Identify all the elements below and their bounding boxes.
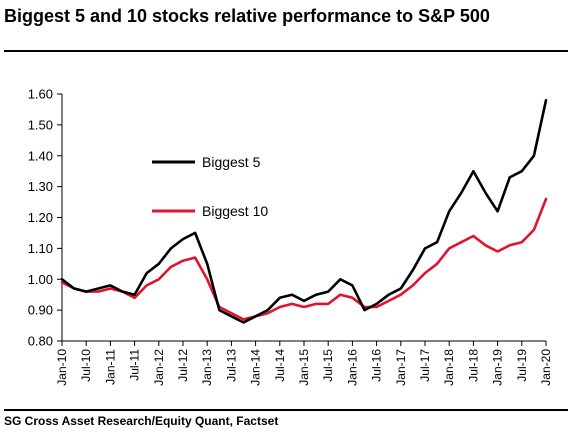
source-note: SG Cross Asset Research/Equity Quant, Fa…: [4, 414, 279, 428]
x-tick-label: Jul-17: [418, 349, 432, 382]
x-tick-label: Jan-18: [442, 349, 456, 386]
x-tick-label: Jul-18: [466, 349, 480, 382]
series-layer: [60, 98, 548, 324]
y-tick-label: 0.80: [28, 334, 53, 349]
line-chart: 0.80 0.90 1.00 1.10 1.20 1.30 1.40 1.50 1.60 Jan-…: [28, 87, 553, 386]
chart-axes: 0.80 0.90 1.00 1.10 1.20 1.30 1.40 1.50 1.60 Jan-…: [28, 87, 553, 386]
x-tick-label: Jan-20: [539, 349, 553, 386]
y-tick-label: 1.20: [28, 210, 53, 225]
x-tick-label: Jan-14: [249, 349, 263, 386]
x-tick-label: Jul-15: [321, 349, 335, 382]
chart-legend: Biggest 5 Biggest 10: [152, 154, 268, 219]
x-tick-label: Jan-16: [345, 349, 359, 386]
x-tick-label: Jan-12: [152, 349, 166, 386]
x-tick-label: Jul-11: [128, 349, 142, 381]
y-tick-label: 1.10: [28, 241, 53, 256]
x-tick-label: Jan-15: [297, 349, 311, 386]
x-tick-label: Jul-16: [370, 349, 384, 382]
source-rule: [4, 409, 568, 411]
x-tick-label: Jul-13: [224, 349, 238, 382]
x-tick-label: Jan-10: [55, 349, 69, 386]
title-rule: [4, 50, 568, 52]
y-tick-label: 1.30: [28, 179, 53, 194]
y-tick-label: 1.50: [28, 117, 53, 132]
x-tick-label: Jan-19: [491, 349, 505, 386]
x-tick-label: Jan-11: [103, 349, 117, 385]
x-tick-label: Jul-14: [273, 349, 287, 382]
y-tick-label: 1.00: [28, 272, 53, 287]
y-tick-label: 1.60: [28, 87, 53, 102]
chart-title: Biggest 5 and 10 stocks relative perform…: [4, 6, 490, 26]
y-tick-label: 0.90: [28, 303, 53, 318]
y-tick-label: 1.40: [28, 148, 53, 163]
series-line-0: [60, 98, 548, 324]
x-tick-label: Jul-12: [176, 349, 190, 382]
legend-label-1: Biggest 10: [202, 203, 268, 219]
x-tick-label: Jul-19: [515, 349, 529, 382]
series-line-1: [60, 197, 548, 321]
legend-label-0: Biggest 5: [202, 154, 261, 170]
x-tick-label: Jan-17: [394, 349, 408, 386]
x-tick-label: Jul-10: [79, 349, 93, 382]
x-tick-label: Jan-13: [200, 349, 214, 386]
